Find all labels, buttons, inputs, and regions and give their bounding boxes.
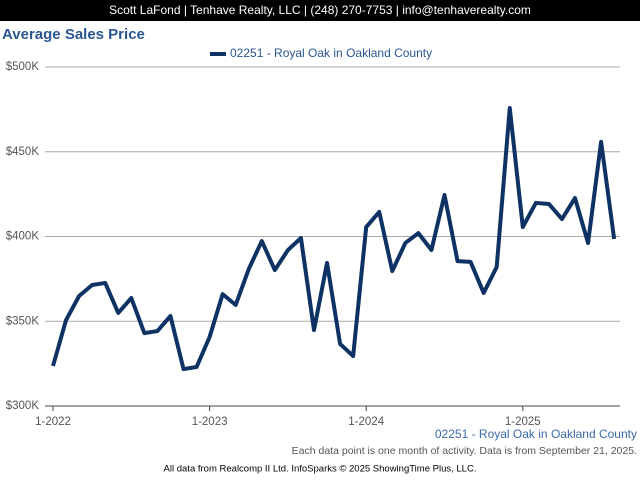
area-label: 02251 - Royal Oak in Oakland County <box>435 427 637 441</box>
note: Each data point is one month of activity… <box>292 445 637 457</box>
y-tick-label: $300K <box>6 400 40 412</box>
x-tick-label: 1-2023 <box>192 416 228 428</box>
header-bar <box>0 0 640 21</box>
x-tick-label: 1-2024 <box>348 416 384 428</box>
line <box>51 106 617 372</box>
y-tick-label: $450K <box>6 146 40 158</box>
y-tick-label: $350K <box>6 315 40 327</box>
legend-label: 02251 - Royal Oak in Oakland County <box>230 46 432 60</box>
x-tick-label: 1-2025 <box>505 416 541 428</box>
chart-title: Average Sales Price <box>2 26 145 43</box>
header: Scott LaFond | Tenhave Realty, LLC | (24… <box>109 3 531 17</box>
y-tick-label: $400K <box>6 231 40 243</box>
y-tick-label: $500K <box>6 61 40 73</box>
x-tick-label: 1-2022 <box>35 416 71 428</box>
source: All data from Realcomp II Ltd. InfoSpark… <box>164 464 477 475</box>
